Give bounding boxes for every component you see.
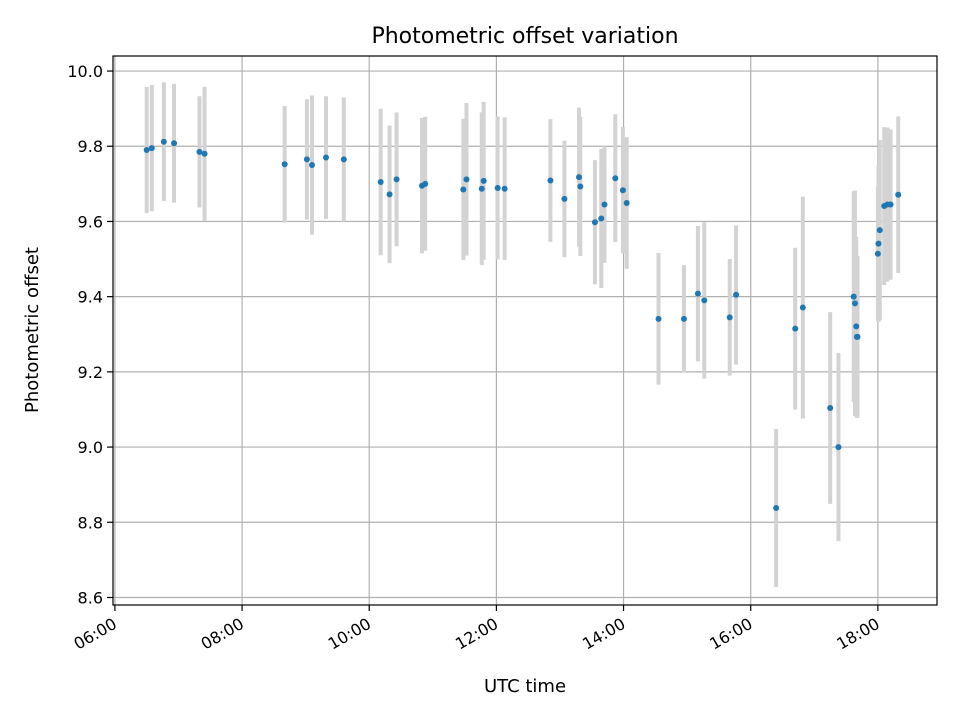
data-point	[309, 162, 316, 169]
data-point	[835, 444, 842, 451]
data-point	[875, 240, 882, 247]
data-point	[792, 325, 799, 332]
y-tick-label: 9.6	[78, 212, 103, 231]
data-point	[143, 147, 150, 154]
data-point	[623, 200, 630, 207]
data-point	[827, 404, 834, 411]
chart-title: Photometric offset variation	[371, 24, 678, 49]
data-point	[619, 187, 626, 194]
data-point	[655, 315, 662, 322]
data-point	[591, 219, 598, 226]
plot-frame	[112, 55, 938, 606]
data-point	[494, 184, 501, 191]
data-point	[377, 178, 384, 185]
data-point	[478, 185, 485, 192]
data-point	[281, 161, 288, 168]
y-tick-label: 9.8	[78, 137, 103, 156]
data-point	[876, 227, 883, 234]
y-tick-label: 8.8	[78, 513, 103, 532]
data-point	[201, 150, 208, 157]
data-point	[701, 297, 708, 304]
data-point	[303, 156, 310, 163]
data-point	[148, 145, 155, 152]
data-point	[340, 156, 347, 163]
data-point	[463, 176, 470, 183]
data-point	[601, 201, 608, 208]
data-point	[726, 314, 733, 321]
data-point	[561, 195, 568, 202]
data-point	[393, 176, 400, 183]
data-point	[480, 177, 487, 184]
data-point	[887, 201, 894, 208]
y-axis-label: Photometric offset	[22, 247, 43, 413]
data-point	[799, 304, 806, 311]
x-axis-label: UTC time	[484, 676, 566, 697]
y-axis-ticks: 8.6 8.8 9.0 9.2 9.4 9.6 9.8 10.0	[67, 62, 113, 607]
data-point	[171, 140, 178, 147]
data-point	[854, 333, 861, 340]
y-tick-label: 9.0	[78, 438, 103, 457]
data-point	[196, 148, 203, 155]
data-point	[460, 186, 467, 193]
plot-area	[113, 56, 937, 605]
data-point	[386, 191, 393, 198]
data-point	[773, 504, 780, 511]
y-tick-label: 9.2	[78, 363, 103, 382]
data-point	[422, 180, 429, 187]
data-point	[547, 177, 554, 184]
data-point	[501, 185, 508, 192]
y-tick-label: 9.4	[78, 288, 103, 307]
data-point	[160, 138, 167, 145]
data-point	[680, 315, 687, 322]
data-point	[694, 290, 701, 297]
data-point	[851, 300, 858, 307]
data-points	[143, 138, 902, 511]
data-point	[874, 250, 881, 257]
data-point	[577, 183, 584, 190]
data-point	[612, 175, 619, 182]
data-point	[733, 291, 740, 298]
data-point	[850, 293, 857, 300]
data-point	[598, 215, 605, 222]
data-point	[576, 174, 583, 181]
data-point	[895, 191, 902, 198]
data-point	[853, 323, 860, 330]
data-point	[322, 154, 329, 161]
y-tick-label: 8.6	[78, 588, 103, 607]
y-tick-label: 10.0	[67, 62, 103, 81]
